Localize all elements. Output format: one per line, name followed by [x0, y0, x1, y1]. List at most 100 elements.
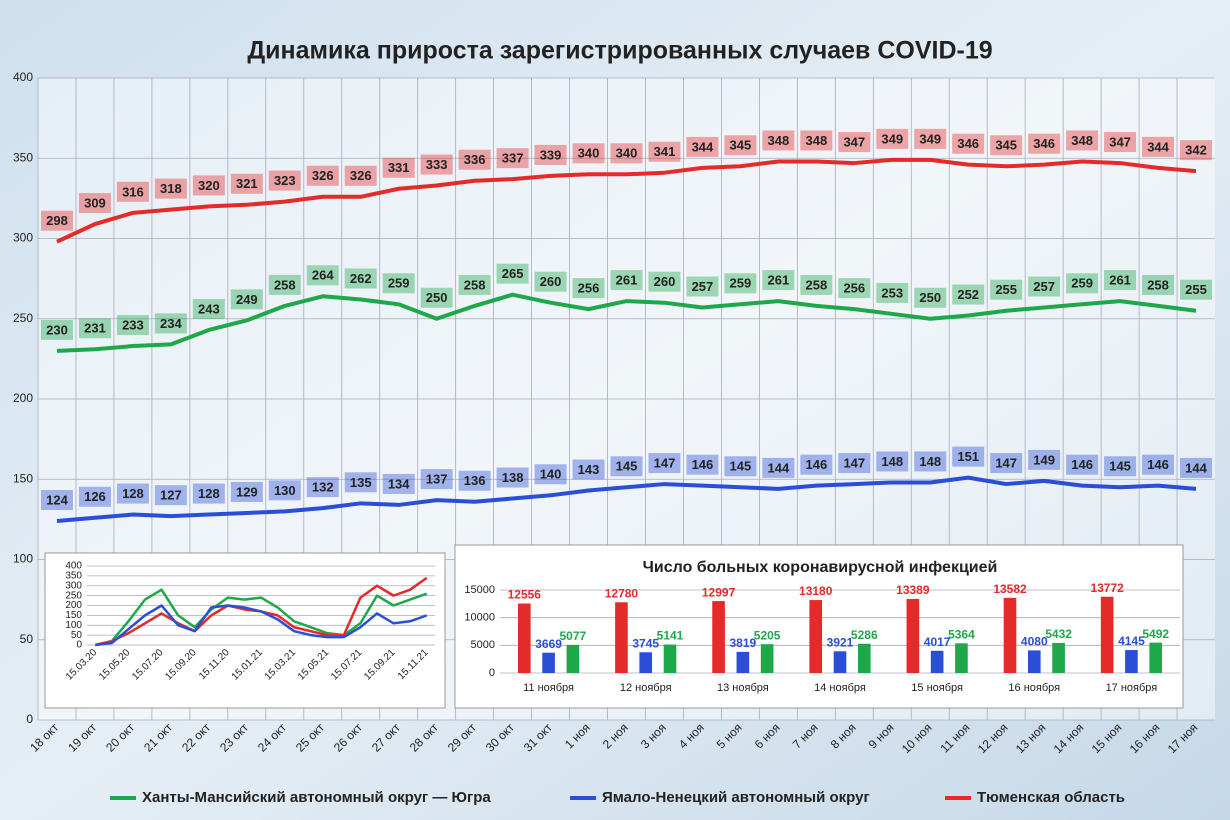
label-box [306, 265, 339, 286]
label-box [230, 173, 263, 194]
label-box [268, 480, 301, 501]
data-label: 346 [957, 136, 979, 151]
data-label: 147 [843, 456, 865, 471]
data-label: 136 [464, 473, 486, 488]
label-box [610, 270, 643, 291]
y-tick-label: 150 [13, 471, 33, 485]
bar [857, 643, 871, 673]
label-box [458, 274, 491, 295]
data-label: 145 [616, 459, 638, 474]
label-box [648, 271, 681, 292]
bar-chart: 0 5000 10000 15000 11 ноября 12 ноября 13 нояб… [464, 581, 1180, 694]
data-label: 3745 [632, 636, 659, 650]
data-label: 260 [654, 274, 676, 289]
legend-label: Ханты-Мансийский автономный округ — Югра [142, 789, 491, 806]
y-tick-label: 350 [13, 150, 33, 164]
label-box [268, 274, 301, 295]
data-label: 3921 [827, 635, 854, 649]
data-label: 337 [502, 151, 524, 166]
label-box [1180, 279, 1213, 300]
data-label: 258 [805, 277, 827, 292]
data-label: 318 [160, 181, 182, 196]
label-box [1180, 457, 1213, 478]
data-label: 137 [426, 472, 448, 487]
data-label: 5432 [1045, 627, 1072, 641]
data-label: 151 [957, 449, 979, 464]
data-label: 146 [1147, 457, 1169, 472]
data-label: 321 [236, 176, 258, 191]
label-box [990, 453, 1023, 474]
label-box [458, 149, 491, 170]
data-label: 258 [274, 277, 296, 292]
label-box [990, 135, 1023, 156]
y-tick-label: 200 [13, 391, 33, 405]
label-box [78, 486, 111, 507]
label-box [572, 143, 605, 164]
data-label: 134 [388, 476, 410, 491]
data-label: 128 [122, 486, 144, 501]
inset-box [44, 552, 446, 709]
label-box [192, 483, 225, 504]
x-tick-label: 13 ноября [717, 682, 769, 694]
data-label: 13389 [896, 583, 930, 597]
data-label: 349 [919, 131, 941, 146]
label-box [496, 263, 529, 284]
label-box [458, 470, 491, 491]
data-label: 129 [236, 484, 258, 499]
data-label: 316 [122, 184, 144, 199]
line [56, 157, 1197, 244]
x-tick-label: 12 ноября [620, 682, 672, 694]
bar [639, 652, 653, 673]
data-label: 234 [160, 316, 182, 331]
bar [566, 644, 580, 673]
data-label: 346 [1033, 136, 1055, 151]
data-label: 5492 [1142, 627, 1169, 641]
label-box [40, 319, 73, 340]
bar [615, 602, 628, 673]
label-box [1028, 449, 1061, 470]
data-label: 148 [881, 454, 903, 469]
label-box [572, 278, 605, 299]
y-tick-label: 50 [20, 632, 34, 646]
data-label: 5141 [657, 629, 684, 643]
data-label: 233 [122, 317, 144, 332]
label-box [1180, 140, 1213, 161]
data-label: 326 [350, 168, 372, 183]
label-box [724, 273, 757, 294]
inset-title: Число больных коронавирусной инфекцией [643, 559, 998, 576]
label-box [686, 136, 719, 157]
label-box [268, 170, 301, 191]
label-box [724, 456, 757, 477]
data-label: 256 [843, 281, 865, 296]
label-box [496, 467, 529, 488]
label-box [1142, 136, 1175, 157]
legend: Ханты-Мансийский автономный округ — Югра… [110, 789, 1125, 806]
data-label: 348 [1071, 133, 1093, 148]
bar [517, 603, 531, 673]
data-label: 344 [692, 139, 714, 154]
data-label: 341 [654, 144, 676, 159]
data-label: 257 [692, 279, 714, 294]
label-box [534, 271, 567, 292]
label-box [1066, 130, 1099, 151]
data-label: 261 [616, 273, 638, 288]
label-box [230, 481, 263, 502]
data-label: 231 [84, 321, 106, 336]
label-box [876, 282, 909, 303]
label-box [876, 451, 909, 472]
data-label: 250 [426, 290, 448, 305]
data-label: 342 [1185, 143, 1207, 158]
y-tick-label: 50 [71, 630, 83, 641]
bar [1100, 596, 1114, 673]
data-label: 347 [843, 135, 865, 150]
x-tick-label: 15 ноября [911, 682, 963, 694]
label-box [382, 473, 415, 494]
label-box [800, 130, 833, 151]
label-box [952, 284, 985, 305]
label-box [572, 459, 605, 480]
x-tick-label: 17 ноября [1106, 682, 1158, 694]
label-box [762, 270, 795, 291]
y-tick-label: 100 [65, 620, 82, 631]
bar [1052, 642, 1065, 673]
